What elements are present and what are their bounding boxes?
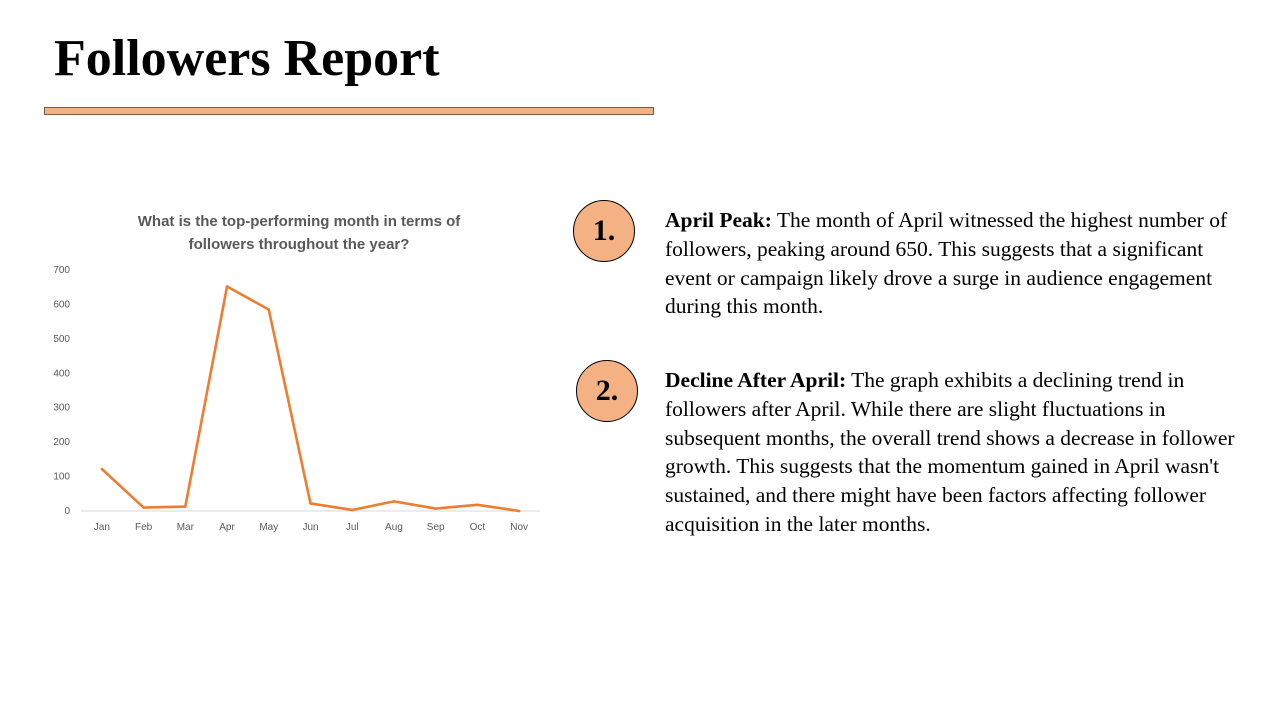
chart-title: What is the top-performing month in term… (137, 213, 461, 253)
x-tick-label: Feb (135, 522, 153, 533)
x-tick-label: Mar (177, 522, 195, 533)
data-point (434, 507, 437, 510)
x-tick-label: Oct (470, 522, 486, 533)
data-point (267, 308, 271, 311)
title-underline-bar (44, 107, 654, 115)
x-tick-label: Jun (302, 522, 318, 533)
y-tick-label: 500 (53, 334, 70, 345)
y-tick-label: 400 (53, 368, 70, 379)
point-heading: April Peak: (665, 208, 772, 232)
data-point (392, 500, 396, 503)
followers-chart: What is the top-performing month in term… (44, 200, 544, 545)
data-point (142, 506, 145, 509)
x-tick-label: Jul (346, 522, 359, 533)
point-body: The graph exhibits a declining trend in … (665, 368, 1235, 536)
y-tick-label: 200 (53, 437, 70, 448)
data-point (100, 467, 104, 471)
point-number: 2. (595, 374, 619, 407)
point-number-badge: 2. (576, 360, 638, 422)
data-point (309, 502, 312, 505)
point-number: 1. (592, 214, 616, 247)
chart-plot: 0 100 200 300 400 500 600 700 Jan Feb Mar Apr May Jun… (53, 265, 540, 533)
y-tick-label: 600 (53, 299, 70, 310)
y-tick-label: 300 (53, 403, 70, 414)
data-point (476, 503, 479, 507)
slide-title: Followers Report (54, 30, 440, 87)
point-heading: Decline After April: (665, 368, 847, 392)
y-tick-label: 0 (64, 506, 70, 517)
data-point (350, 508, 354, 512)
x-tick-label: Jan (94, 522, 110, 533)
x-tick-label: Nov (510, 522, 528, 533)
x-tick-label: May (259, 522, 278, 533)
x-tick-label: Apr (219, 522, 235, 533)
point-text: Decline After April: The graph exhibits … (665, 366, 1255, 539)
x-tick-label: Aug (385, 522, 403, 533)
data-point (225, 285, 229, 288)
y-tick-label: 700 (53, 265, 70, 276)
x-tick-label: Sep (427, 522, 445, 533)
data-point (517, 509, 521, 513)
point-body: The month of April witnessed the highest… (665, 208, 1228, 319)
series-line (100, 285, 520, 513)
point-number-badge: 1. (573, 200, 635, 262)
data-point (184, 505, 187, 508)
point-text: April Peak: The month of April witnessed… (665, 206, 1255, 321)
y-tick-label: 100 (53, 472, 70, 483)
